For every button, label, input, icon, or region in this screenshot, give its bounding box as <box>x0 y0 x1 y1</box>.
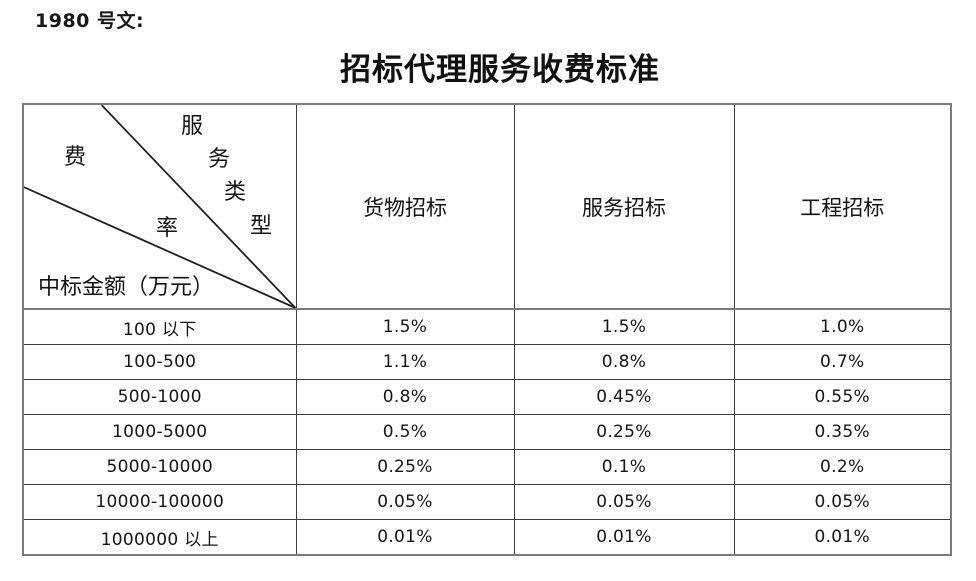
amount-range-cell: 1000000 以上 <box>22 519 297 556</box>
rate-cell: 0.01% <box>513 519 735 556</box>
rate-cell: 0.35% <box>733 414 952 450</box>
corner-label-amount: 中标金额（万元） <box>38 274 215 299</box>
rate-cell: 1.1% <box>295 344 515 380</box>
col-header-goods-bidding: 货物招标 <box>295 103 515 310</box>
table-row: 1000-5000 0.5% 0.25% 0.35% <box>22 414 952 450</box>
rate-cell: 0.01% <box>295 519 515 556</box>
corner-label-rate-char: 率 <box>156 215 179 240</box>
amount-range-cell: 100 以下 <box>22 308 297 345</box>
table-row: 10000-100000 0.05% 0.05% 0.05% <box>22 484 952 520</box>
rate-cell: 0.05% <box>295 484 515 520</box>
rate-cell: 0.5% <box>295 414 515 450</box>
table-row: 500-1000 0.8% 0.45% 0.55% <box>22 379 952 415</box>
rate-cell: 1.5% <box>295 308 515 345</box>
rate-cell: 0.05% <box>733 484 952 520</box>
table-row: 5000-10000 0.25% 0.1% 0.2% <box>22 449 952 485</box>
rate-cell: 0.45% <box>513 379 735 415</box>
corner-label-service-char: 务 <box>208 146 231 171</box>
col-header-services-bidding: 服务招标 <box>513 103 735 310</box>
amount-range-cell: 5000-10000 <box>22 449 297 485</box>
corner-label-service-char: 型 <box>250 213 273 238</box>
rate-cell: 1.0% <box>733 308 952 345</box>
rate-cell: 0.25% <box>295 449 515 485</box>
rate-cell: 0.8% <box>513 344 735 380</box>
rate-cell: 0.25% <box>513 414 735 450</box>
rate-cell: 0.7% <box>733 344 952 380</box>
rate-cell: 0.01% <box>733 519 952 556</box>
table-row: 1000000 以上 0.01% 0.01% 0.01% <box>22 519 952 556</box>
rate-cell: 0.1% <box>513 449 735 485</box>
diagonal-header-cell: 服 务 类 型 费 率 中标金额（万元） <box>22 103 297 310</box>
fee-table: 服 务 类 型 费 率 中标金额（万元） 货物招标 服务招标 工程招标 100 … <box>22 103 952 556</box>
header-row: 服 务 类 型 费 率 中标金额（万元） 货物招标 服务招标 工程招标 <box>22 103 952 310</box>
rate-cell: 0.8% <box>295 379 515 415</box>
rate-cell: 1.5% <box>513 308 735 345</box>
table-row: 100-500 1.1% 0.8% 0.7% <box>22 344 952 380</box>
rate-cell: 0.2% <box>733 449 952 485</box>
amount-range-cell: 100-500 <box>22 344 297 380</box>
amount-range-cell: 10000-100000 <box>22 484 297 520</box>
corner-label-rate-char: 费 <box>64 144 87 169</box>
amount-range-cell: 500-1000 <box>22 379 297 415</box>
table-row: 100 以下 1.5% 1.5% 1.0% <box>22 308 952 345</box>
rate-cell: 0.55% <box>733 379 952 415</box>
page-title: 招标代理服务收费标准 <box>340 52 660 87</box>
corner-label-service-char: 服 <box>181 113 204 138</box>
diagonal-split-lines <box>24 105 295 307</box>
doc-reference: 1980 号文: <box>35 10 145 32</box>
col-header-works-bidding: 工程招标 <box>733 103 952 310</box>
amount-range-cell: 1000-5000 <box>22 414 297 450</box>
corner-label-service-char: 类 <box>224 179 247 204</box>
rate-cell: 0.05% <box>513 484 735 520</box>
